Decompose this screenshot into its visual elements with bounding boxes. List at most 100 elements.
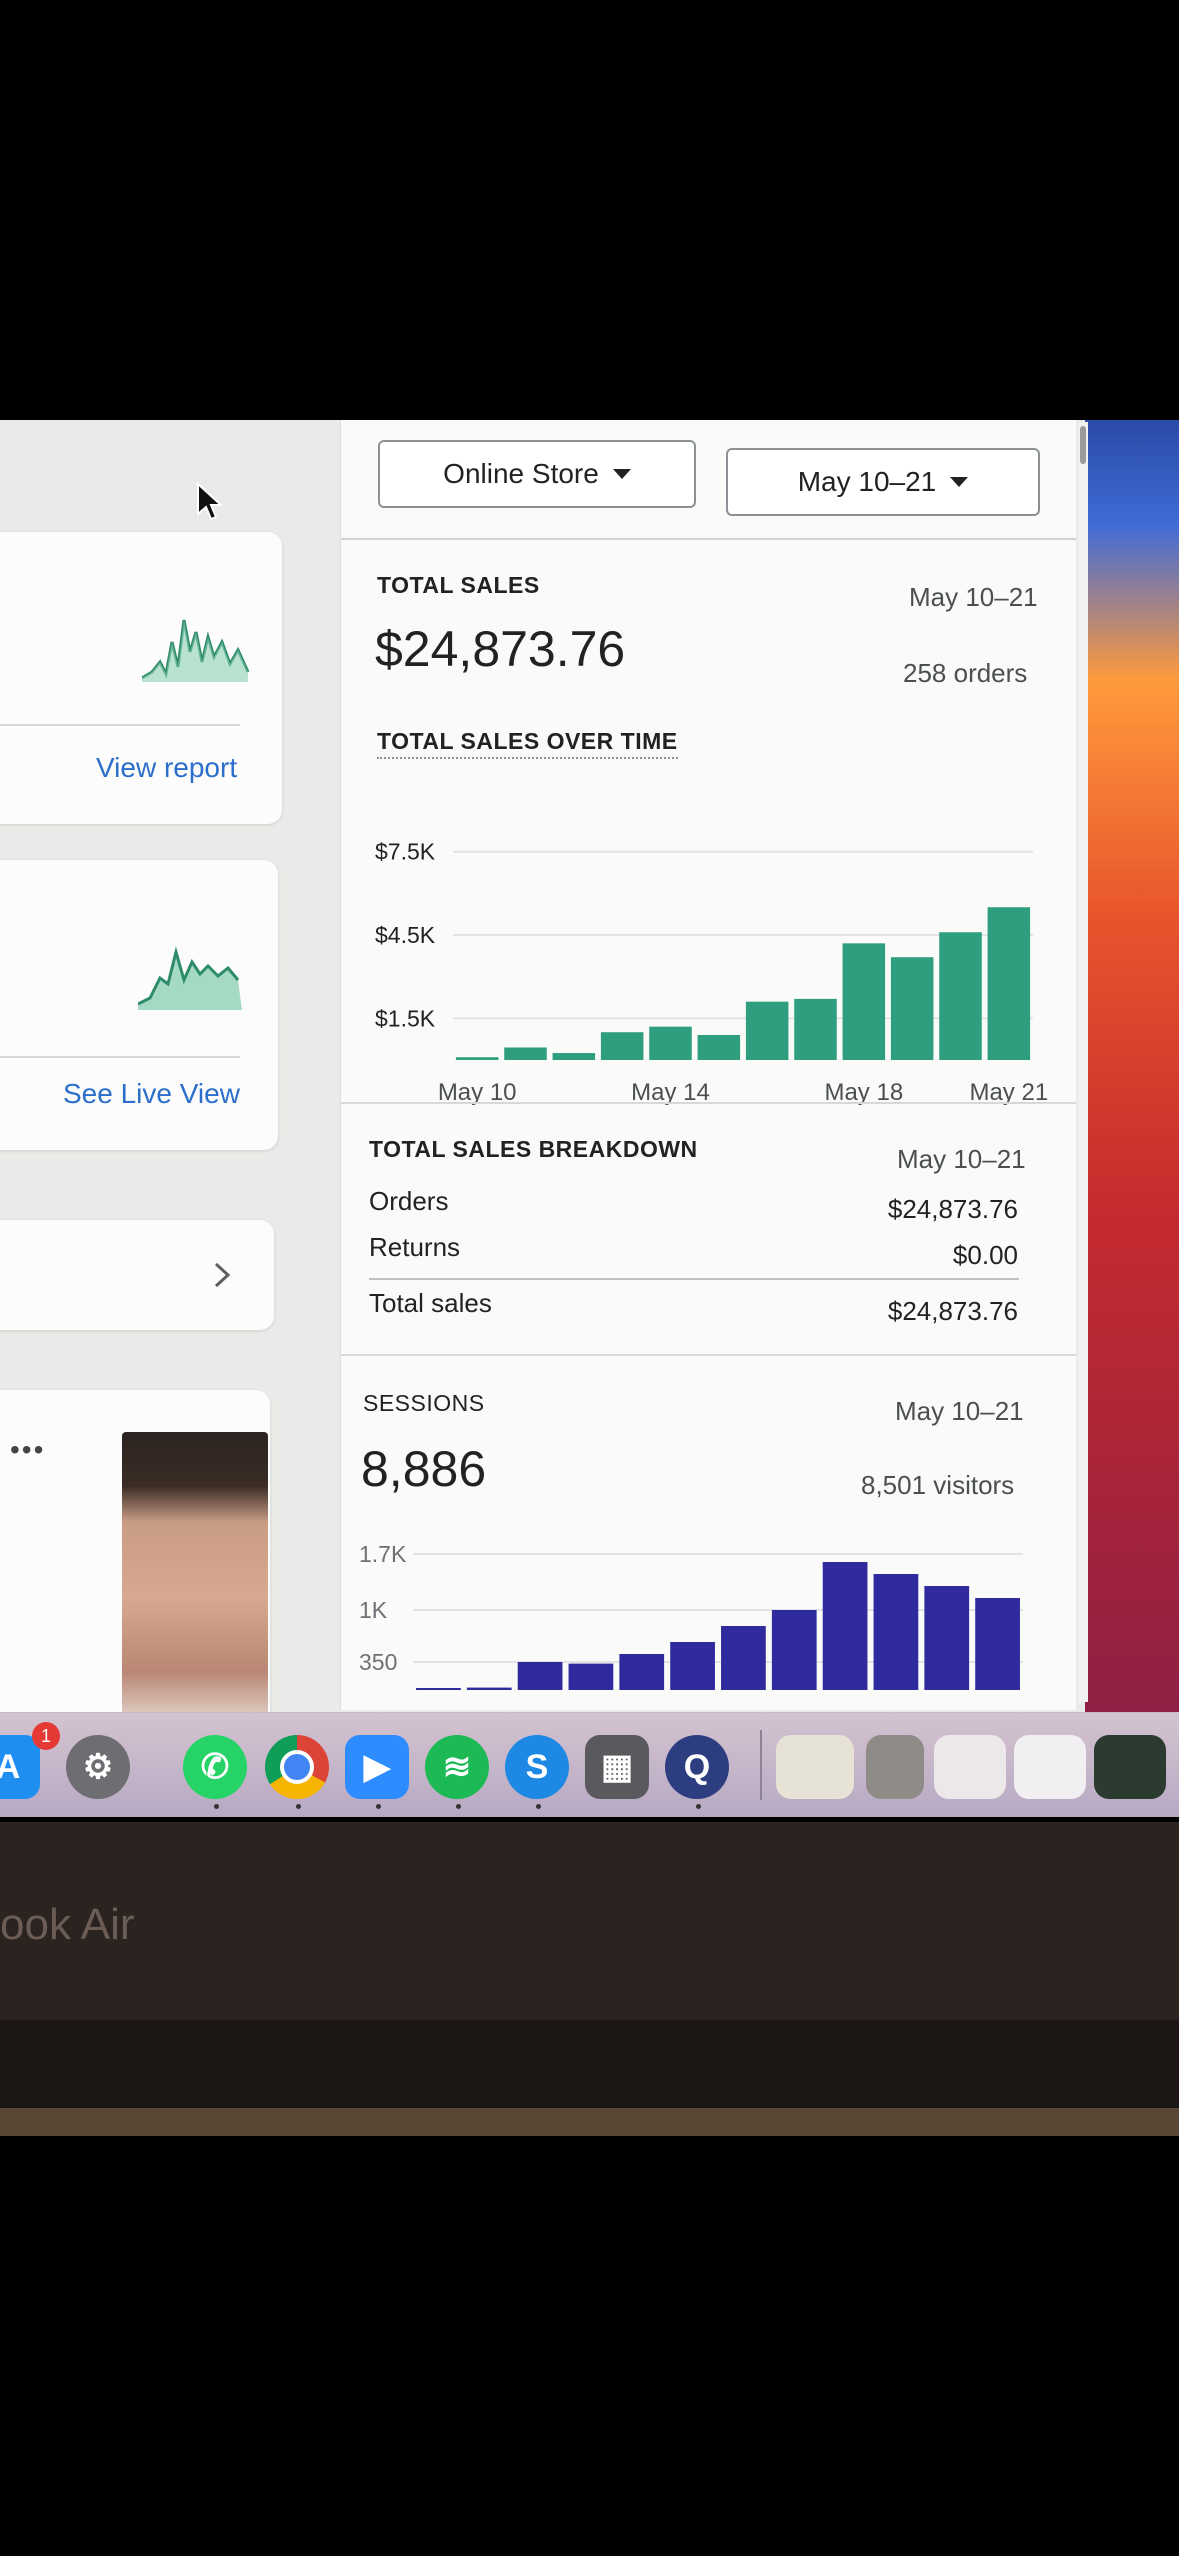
x-tick-label: May 21 <box>969 1079 1048 1106</box>
breakdown-label: TOTAL SALES BREAKDOWN <box>369 1136 698 1162</box>
bar <box>416 1688 461 1690</box>
desktop-wallpaper <box>1085 420 1179 1722</box>
total-sales-amount: $24,873.76 <box>375 621 626 677</box>
section-divider <box>341 1354 1076 1356</box>
x-tick-label: May 18 <box>824 1079 903 1106</box>
laptop-brand-text: ook Air <box>0 1900 135 1949</box>
section-divider <box>341 1102 1076 1104</box>
sessions-label: SESSIONS <box>363 1390 485 1416</box>
sales-trend-card <box>0 532 282 824</box>
spotify-icon[interactable]: ≋ <box>425 1735 489 1799</box>
store-selector[interactable]: Online Store <box>378 440 696 508</box>
running-indicator <box>536 1804 541 1809</box>
total-sales-label: TOTAL SALES <box>377 572 540 598</box>
breakdown-row-value: $0.00 <box>952 1240 1018 1270</box>
breakdown-row-name: Returns <box>369 1232 461 1262</box>
bar <box>771 1610 817 1690</box>
bar <box>697 1035 741 1060</box>
scrollbar-thumb[interactable] <box>1080 426 1086 464</box>
nav-card[interactable] <box>0 1220 274 1330</box>
recent-document-icon[interactable] <box>866 1735 924 1799</box>
breakdown-row-name: Orders <box>369 1186 449 1216</box>
header-divider <box>341 538 1076 540</box>
notification-badge: 1 <box>32 1722 60 1750</box>
x-tick-label: May 10 <box>438 1079 517 1106</box>
total-sales-orders: 258 orders <box>903 658 1028 688</box>
running-indicator <box>456 1804 461 1809</box>
card-divider <box>0 1056 240 1058</box>
skype-icon[interactable]: S <box>505 1735 569 1799</box>
running-indicator <box>214 1804 219 1809</box>
chrome-icon[interactable] <box>265 1735 329 1799</box>
laptop-edge <box>0 2108 1179 2136</box>
bar <box>517 1662 563 1690</box>
y-tick-label: $1.5K <box>375 1005 436 1031</box>
card-divider <box>0 724 240 726</box>
running-indicator <box>376 1804 381 1809</box>
sales-over-time-label[interactable]: TOTAL SALES OVER TIME <box>377 728 678 759</box>
caret-down-icon <box>950 477 969 487</box>
bar <box>670 1642 715 1690</box>
chevron-right-icon <box>214 1262 231 1288</box>
bar <box>975 1598 1020 1690</box>
mouse-cursor-icon <box>197 482 222 521</box>
bar <box>939 932 982 1060</box>
recent-document-icon[interactable] <box>776 1735 854 1799</box>
total-sales-range: May 10–21 <box>909 582 1038 612</box>
bar <box>822 1562 868 1690</box>
running-indicator <box>696 1804 701 1809</box>
bar <box>987 907 1031 1060</box>
x-tick-label: May 14 <box>631 1079 710 1106</box>
breakdown-row-value: $24,873.76 <box>887 1194 1018 1224</box>
bar <box>552 1053 596 1060</box>
bar <box>600 1032 644 1060</box>
sessions-sparkline-icon <box>138 946 242 1010</box>
sessions-count: 8,886 <box>361 1441 487 1497</box>
y-tick-label: 1K <box>359 1597 388 1623</box>
store-selector-label: Online Store <box>443 458 599 489</box>
breakdown-divider <box>369 1278 1019 1280</box>
sessions-visitors: 8,501 visitors <box>861 1470 1015 1500</box>
bar <box>466 1687 512 1690</box>
bar <box>568 1663 614 1690</box>
bar <box>649 1026 692 1060</box>
zoom-icon[interactable]: ▶ <box>345 1735 409 1799</box>
see-live-view-link[interactable]: See Live View <box>63 1078 240 1109</box>
y-tick-label: $4.5K <box>375 922 436 948</box>
live-view-card <box>0 860 278 1150</box>
breakdown-range: May 10–21 <box>897 1144 1026 1174</box>
breakdown-row-value: $24,873.76 <box>887 1296 1018 1326</box>
sales-over-time-chart: $7.5K $4.5K $1.5K May 10 May 14 May 18 May 21 <box>375 839 1048 1106</box>
bar <box>504 1047 547 1060</box>
bar <box>873 1574 919 1690</box>
view-report-link[interactable]: View report <box>96 752 238 783</box>
bar <box>745 1001 789 1060</box>
scrollbar[interactable] <box>1078 422 1088 1702</box>
recent-document-icon[interactable] <box>934 1735 1006 1799</box>
y-tick-label: 1.7K <box>359 1541 407 1567</box>
quicktime-icon[interactable]: Q <box>665 1735 729 1799</box>
caret-down-icon <box>612 469 631 479</box>
whatsapp-icon[interactable]: ✆ <box>183 1735 247 1799</box>
bar <box>924 1586 970 1690</box>
date-range-selector[interactable]: May 10–21 <box>726 448 1040 516</box>
sales-sparkline-icon <box>142 619 250 682</box>
analytics-panel: Online Store May 10–21 TOTAL SALES May 1… <box>340 420 1076 1710</box>
bar <box>721 1626 766 1690</box>
sessions-range: May 10–21 <box>895 1396 1024 1426</box>
calculator-icon[interactable]: ▦ <box>585 1735 649 1799</box>
more-actions-icon[interactable]: ••• <box>10 1434 46 1465</box>
bar <box>890 957 934 1060</box>
app-card: ••• <box>0 1390 270 1722</box>
breakdown-row-name: Total sales <box>369 1288 492 1318</box>
recent-document-icon[interactable] <box>1094 1735 1166 1799</box>
y-tick-label: 350 <box>359 1649 397 1675</box>
laptop-hinge <box>0 2020 1179 2110</box>
recent-document-icon[interactable] <box>1014 1735 1086 1799</box>
sessions-chart: 1.7K 1K 350 <box>359 1541 1023 1690</box>
app-store-icon[interactable]: A <box>0 1735 40 1799</box>
running-indicator <box>296 1804 301 1809</box>
system-preferences-icon[interactable]: ⚙ <box>66 1735 130 1799</box>
y-tick-label: $7.5K <box>375 839 436 865</box>
date-range-label: May 10–21 <box>797 466 937 497</box>
